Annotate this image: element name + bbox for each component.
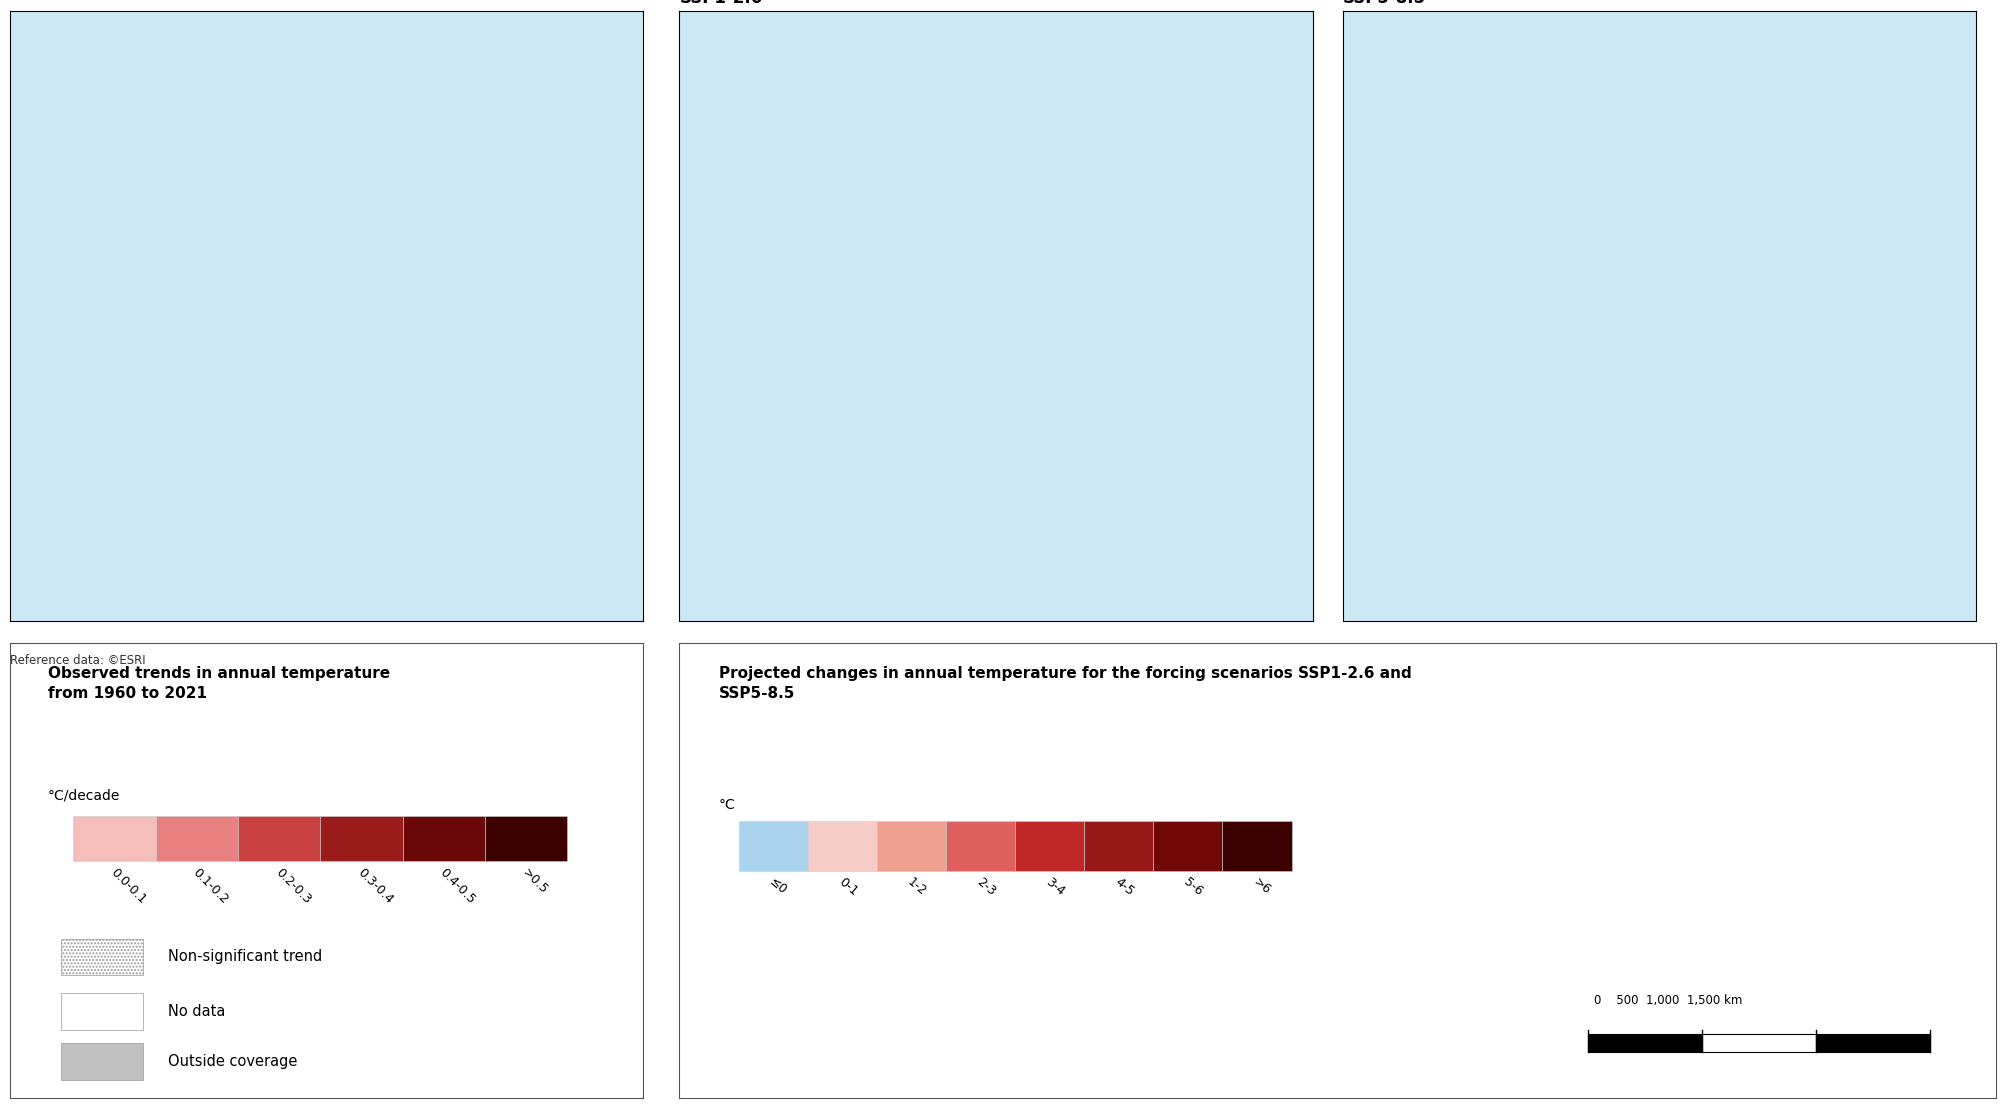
Text: SSP1-2.6: SSP1-2.6 [679,0,762,7]
Text: Outside coverage: Outside coverage [169,1054,297,1069]
Bar [1588,1035,1702,1052]
Text: SSP5-8.5: SSP5-8.5 [1343,0,1425,7]
Text: 4-5: 4-5 [1112,875,1136,898]
Text: Reference data: ©ESRI: Reference data: ©ESRI [10,654,145,668]
Text: ≤0: ≤0 [766,875,790,897]
Text: 0-1: 0-1 [836,875,860,898]
Bar [738,821,808,871]
Text: 1-2: 1-2 [904,875,929,898]
Text: >0.5: >0.5 [521,866,551,897]
Text: 0.4-0.5: 0.4-0.5 [438,866,478,906]
Text: 2-3: 2-3 [975,875,997,898]
Text: Non-significant trend: Non-significant trend [169,949,322,965]
Text: 0.2-0.3: 0.2-0.3 [273,866,314,906]
Text: 5-6: 5-6 [1182,875,1206,898]
Text: 0    500  1,000  1,500 km: 0 500 1,000 1,500 km [1594,994,1743,1007]
Text: Projected changes in annual temperature for the forcing scenarios SSP1-2.6 and
S: Projected changes in annual temperature … [720,665,1411,701]
Bar [237,816,320,862]
Bar [320,816,402,862]
Text: 0.3-0.4: 0.3-0.4 [356,866,396,906]
Text: 0.1-0.2: 0.1-0.2 [191,866,231,906]
Text: Observed trends in annual temperature
from 1960 to 2021: Observed trends in annual temperature fr… [48,665,390,701]
Bar [947,821,1015,871]
Text: 0.0-0.1: 0.0-0.1 [109,866,149,906]
Bar [74,816,155,862]
Text: 3-4: 3-4 [1043,875,1067,898]
Bar [1222,821,1292,871]
Bar [1702,1035,1815,1052]
Bar [60,938,143,975]
Bar [155,816,237,862]
Bar [1154,821,1222,871]
Text: No data: No data [169,1004,225,1019]
Bar [1083,821,1154,871]
Bar [1015,821,1083,871]
Text: °C/decade: °C/decade [48,788,121,803]
Bar [808,821,876,871]
Bar [60,994,143,1029]
Text: °C: °C [720,797,736,812]
Bar [876,821,947,871]
Bar [402,816,484,862]
Bar [484,816,567,862]
Bar [1815,1035,1930,1052]
Text: >6: >6 [1250,875,1272,897]
Bar [60,1044,143,1080]
